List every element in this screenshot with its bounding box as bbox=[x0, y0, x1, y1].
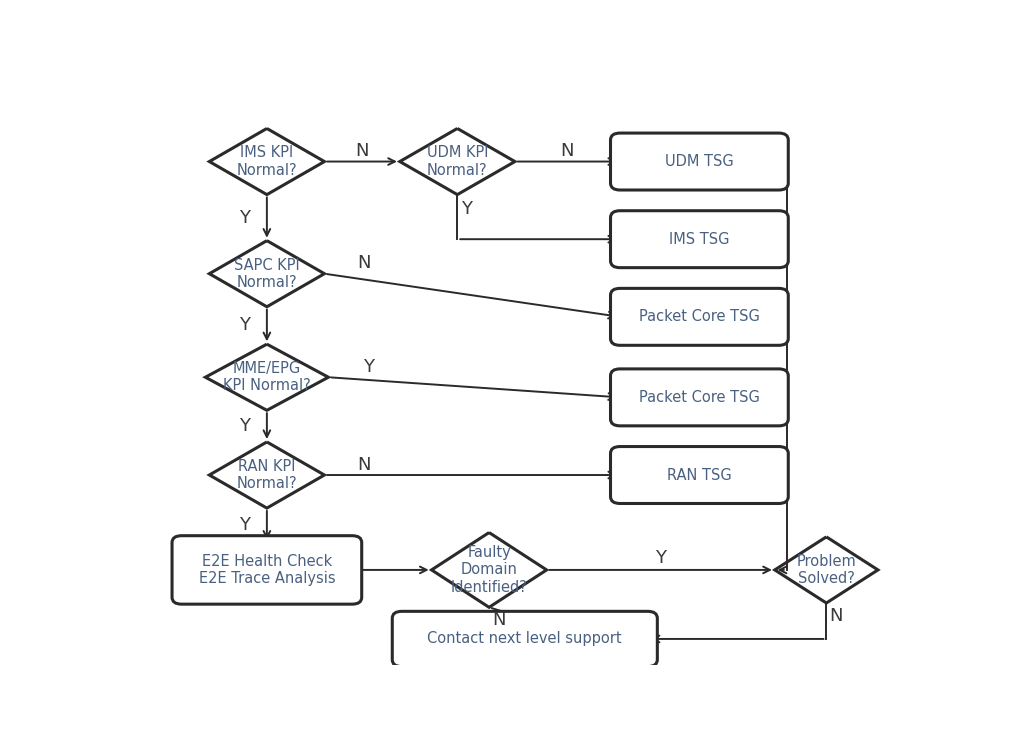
FancyBboxPatch shape bbox=[392, 611, 657, 666]
Text: Contact next level support: Contact next level support bbox=[427, 631, 623, 646]
Text: Packet Core TSG: Packet Core TSG bbox=[639, 390, 760, 405]
Text: SAPC KPI
Normal?: SAPC KPI Normal? bbox=[234, 258, 300, 290]
FancyBboxPatch shape bbox=[610, 369, 788, 426]
Text: E2E Health Check
E2E Trace Analysis: E2E Health Check E2E Trace Analysis bbox=[199, 554, 335, 586]
Text: N: N bbox=[355, 142, 369, 160]
Text: Y: Y bbox=[240, 516, 250, 534]
Text: Y: Y bbox=[655, 550, 667, 568]
Text: Y: Y bbox=[362, 358, 374, 376]
Text: N: N bbox=[561, 142, 574, 160]
FancyBboxPatch shape bbox=[172, 536, 361, 604]
FancyBboxPatch shape bbox=[610, 211, 788, 267]
Text: MME/EPG
KPI Normal?: MME/EPG KPI Normal? bbox=[223, 361, 310, 394]
Text: N: N bbox=[829, 607, 843, 624]
Text: N: N bbox=[492, 611, 506, 629]
Text: RAN TSG: RAN TSG bbox=[667, 468, 732, 483]
Text: RAN KPI
Normal?: RAN KPI Normal? bbox=[237, 459, 297, 492]
Text: UDM TSG: UDM TSG bbox=[665, 154, 734, 169]
Text: Y: Y bbox=[240, 417, 250, 435]
Text: Faulty
Domain
Identified?: Faulty Domain Identified? bbox=[451, 545, 527, 595]
Text: Problem
Solved?: Problem Solved? bbox=[797, 554, 856, 586]
Text: Packet Core TSG: Packet Core TSG bbox=[639, 309, 760, 324]
FancyBboxPatch shape bbox=[610, 288, 788, 345]
FancyBboxPatch shape bbox=[610, 133, 788, 190]
Text: IMS TSG: IMS TSG bbox=[669, 232, 730, 247]
Text: Y: Y bbox=[462, 200, 472, 218]
Text: N: N bbox=[357, 254, 371, 273]
FancyBboxPatch shape bbox=[610, 447, 788, 503]
Text: IMS KPI
Normal?: IMS KPI Normal? bbox=[237, 146, 297, 178]
Text: N: N bbox=[357, 456, 371, 474]
Text: Y: Y bbox=[240, 317, 250, 335]
Text: UDM KPI
Normal?: UDM KPI Normal? bbox=[427, 146, 488, 178]
Text: Y: Y bbox=[240, 208, 250, 226]
